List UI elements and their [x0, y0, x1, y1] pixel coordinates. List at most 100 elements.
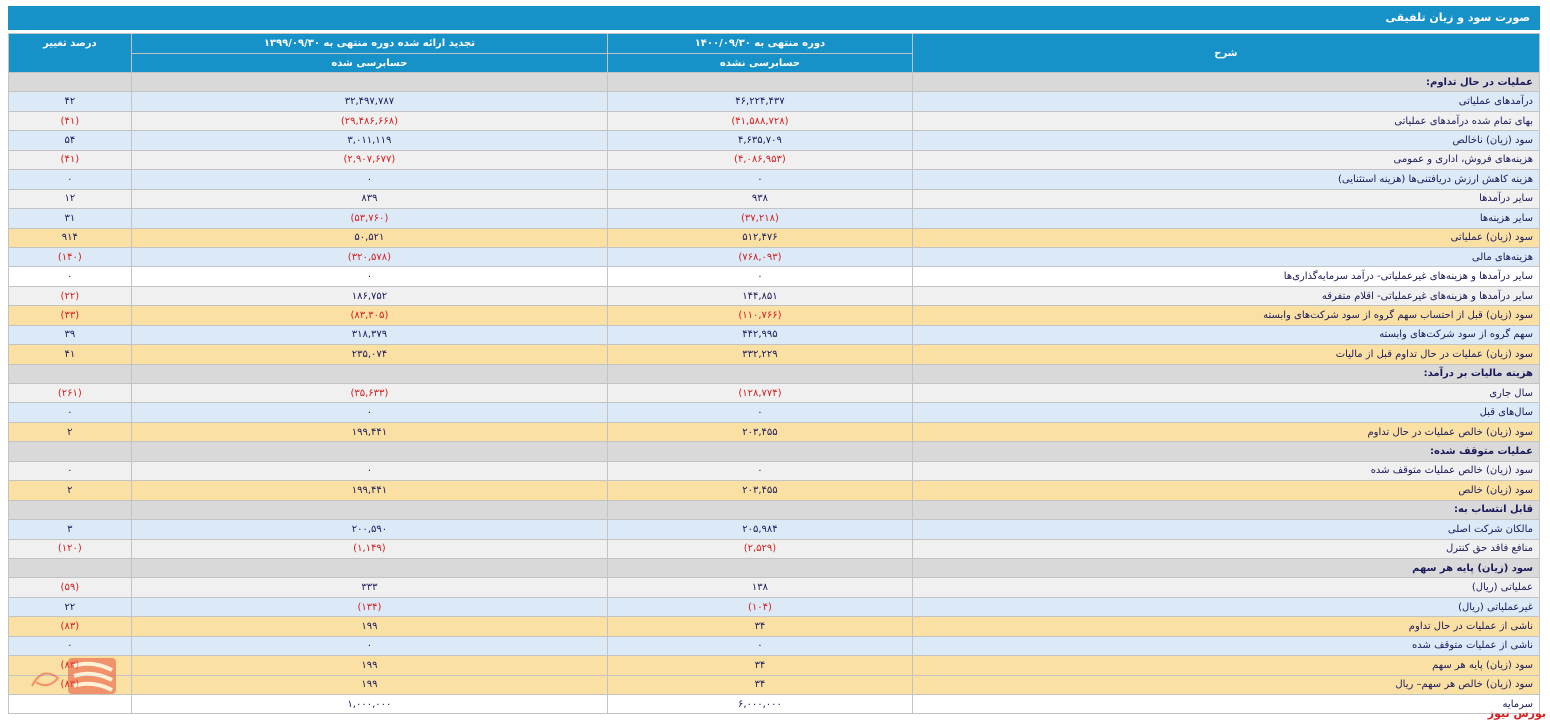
row-description: سال جاری [911, 382, 1541, 404]
table-row: غیرعملیاتی (ریال) (۱۰۴) (۱۳۴) ۲۲ [8, 596, 1541, 618]
table-row: سود (زیان) خالص عملیات در حال تداوم ۲۰۳,۴… [8, 421, 1541, 443]
row-description: سود (زیان) خالص عملیات در حال تداوم [911, 421, 1541, 443]
change-percent-value: ۳۱ [8, 208, 132, 229]
current-period-value: ۱۳۸ [607, 577, 913, 598]
change-percent-value: ۰ [8, 635, 132, 657]
change-percent-value: ۳۹ [8, 324, 132, 346]
row-description: مالکان شرکت اصلی [911, 519, 1541, 540]
prior-period-value [130, 441, 609, 462]
row-description: هزینه‌های فروش، اداری و عمومی [911, 149, 1541, 171]
section-row: عملیات متوقف شده: [8, 441, 1541, 462]
row-description: سود (زیان) پایه هر سهم [911, 557, 1541, 579]
current-period-value: ۴۴۲,۹۹۵ [607, 324, 913, 346]
change-percent-value: (۱۴۰) [8, 246, 132, 268]
current-period-value: ۹۳۸ [607, 188, 913, 210]
current-period-value: (۳۷,۲۱۸) [607, 208, 913, 229]
current-period-value: ۶,۰۰۰,۰۰۰ [607, 693, 913, 715]
prior-period-value: ۰ [130, 402, 609, 423]
header-current-audit-status: حسابرسی نشده [607, 53, 913, 73]
prior-period-value: (۳۲۰,۵۷۸) [130, 246, 609, 268]
current-period-value [607, 499, 913, 521]
change-percent-value: (۸۳) [8, 616, 132, 637]
prior-period-value: (۵۳,۷۶۰) [130, 208, 609, 229]
change-percent-value [8, 499, 132, 521]
current-period-value: (۴۱,۵۸۸,۷۲۸) [607, 110, 913, 132]
current-period-value: ۴۶,۲۲۴,۴۳۷ [607, 91, 913, 112]
current-period-value: (۷۶۸,۰۹۳) [607, 246, 913, 268]
row-description: سهم گروه از سود شرکت‌های وابسته [911, 324, 1541, 346]
row-description: قابل انتساب به: [911, 499, 1541, 521]
section-row: عملیات در حال تداوم: [8, 71, 1541, 93]
table-row: سایر هزینه‌ها (۳۷,۲۱۸) (۵۳,۷۶۰) ۳۱ [8, 208, 1541, 229]
current-period-value: ۲۰۵,۹۸۴ [607, 519, 913, 540]
prior-period-value [130, 71, 609, 93]
prior-period-value: ۱۹۹ [130, 616, 609, 637]
prior-period-value: ۳۳۳ [130, 577, 609, 598]
row-description: سود (زیان) پایه هر سهم [911, 655, 1541, 676]
row-description: هزینه کاهش ارزش دریافتنی‌ها (هزینه استثن… [911, 169, 1541, 190]
header-prior-period: تجدید ارائه شده دوره منتهی به ۱۳۹۹/۰۹/۳۰ [130, 33, 609, 54]
current-period-value: (۲,۵۲۹) [607, 538, 913, 559]
header-prior-audit-status: حسابرسی شده [130, 53, 609, 73]
change-percent-value [8, 363, 132, 385]
prior-period-value [130, 363, 609, 385]
row-description: ناشی از عملیات متوقف شده [911, 635, 1541, 657]
change-percent-value: (۳۳) [8, 305, 132, 326]
row-description: سایر درآمدها و هزینه‌های غیرعملیاتی- اقل… [911, 285, 1541, 307]
prior-period-value: ۰ [130, 266, 609, 287]
prior-period-value: ۰ [130, 460, 609, 482]
table-row: سال‌های قبل ۰ ۰ ۰ [8, 402, 1541, 423]
current-period-value: (۴,۰۸۶,۹۵۳) [607, 149, 913, 171]
section-row: قابل انتساب به: [8, 499, 1541, 521]
row-description: عملیات در حال تداوم: [911, 71, 1541, 93]
current-period-value: ۳۴ [607, 616, 913, 637]
change-percent-value: ۵۴ [8, 130, 132, 151]
income-statement-table: شرح دوره منتهی به ۱۴۰۰/۰۹/۳۰ تجدید ارائه… [8, 33, 1541, 715]
table-row: سایر درآمدها ۹۳۸ ۸۳۹ ۱۲ [8, 188, 1541, 210]
table-row: سرمایه ۶,۰۰۰,۰۰۰ ۱,۰۰۰,۰۰۰ [8, 693, 1541, 715]
prior-period-value: (۲۹,۴۸۶,۶۶۸) [130, 110, 609, 132]
prior-period-value: (۳۵,۶۳۳) [130, 382, 609, 404]
current-period-value [607, 441, 913, 462]
row-description: سود (زیان) قبل از احتساب سهم گروه از سود… [911, 305, 1541, 326]
current-period-value: ۳۴ [607, 655, 913, 676]
row-description: سال‌های قبل [911, 402, 1541, 423]
row-description: سود (زیان) خالص هر سهم– ریال [911, 674, 1541, 696]
current-period-value: ۱۴۴,۸۵۱ [607, 285, 913, 307]
prior-period-value: ۳۱۸,۳۷۹ [130, 324, 609, 346]
row-description: بهای تمام شده درآمدهای عملیاتی [911, 110, 1541, 132]
brand-label: بورس نیوز [1487, 707, 1546, 720]
row-description: سود (زیان) خالص عملیات متوقف شده [911, 460, 1541, 482]
change-percent-value: ۱۲ [8, 188, 132, 210]
row-description: سایر هزینه‌ها [911, 208, 1541, 229]
row-description: ناشی از عملیات در حال تداوم [911, 616, 1541, 637]
table-row: سود (زیان) عملیات در حال تداوم قبل از ما… [8, 344, 1541, 365]
row-description: سایر درآمدها [911, 188, 1541, 210]
table-row: سال جاری (۱۲۸,۷۷۴) (۳۵,۶۳۳) (۲۶۱) [8, 382, 1541, 404]
table-row: عملیاتی (ریال) ۱۳۸ ۳۳۳ (۵۹) [8, 577, 1541, 598]
current-period-value: ۲۰۳,۴۵۵ [607, 421, 913, 443]
current-period-value: (۱۱۰,۷۶۶) [607, 305, 913, 326]
change-percent-value: ۹۱۴ [8, 227, 132, 248]
prior-period-value: ۱۹۹,۴۴۱ [130, 421, 609, 443]
table-row: مالکان شرکت اصلی ۲۰۵,۹۸۴ ۲۰۰,۵۹۰ ۳ [8, 519, 1541, 540]
prior-period-value: ۰ [130, 635, 609, 657]
current-period-value: ۰ [607, 402, 913, 423]
change-percent-value: (۱۲۰) [8, 538, 132, 559]
table-row: سود (زیان) قبل از احتساب سهم گروه از سود… [8, 305, 1541, 326]
row-description: سایر درآمدها و هزینه‌های غیرعملیاتی- درآ… [911, 266, 1541, 287]
prior-period-value: ۱,۰۰۰,۰۰۰ [130, 693, 609, 715]
change-percent-value: ۴۲ [8, 91, 132, 112]
table-row: سود (زیان) خالص ۲۰۳,۴۵۵ ۱۹۹,۴۴۱ ۲ [8, 480, 1541, 501]
current-period-value [607, 363, 913, 385]
table-row: هزینه‌های مالی (۷۶۸,۰۹۳) (۳۲۰,۵۷۸) (۱۴۰) [8, 246, 1541, 268]
header-description: شرح [911, 33, 1541, 73]
prior-period-value: (۲,۹۰۷,۶۷۷) [130, 149, 609, 171]
prior-period-value: (۸۳,۳۰۵) [130, 305, 609, 326]
prior-period-value: ۳۲,۴۹۷,۷۸۷ [130, 91, 609, 112]
prior-period-value: ۲۳۵,۰۷۴ [130, 344, 609, 365]
change-percent-value: (۴۱) [8, 149, 132, 171]
current-period-value: (۱۰۴) [607, 596, 913, 618]
table-row: درآمدهای عملیاتی ۴۶,۲۲۴,۴۳۷ ۳۲,۴۹۷,۷۸۷ ۴۲ [8, 91, 1541, 112]
prior-period-value: (۱۳۴) [130, 596, 609, 618]
